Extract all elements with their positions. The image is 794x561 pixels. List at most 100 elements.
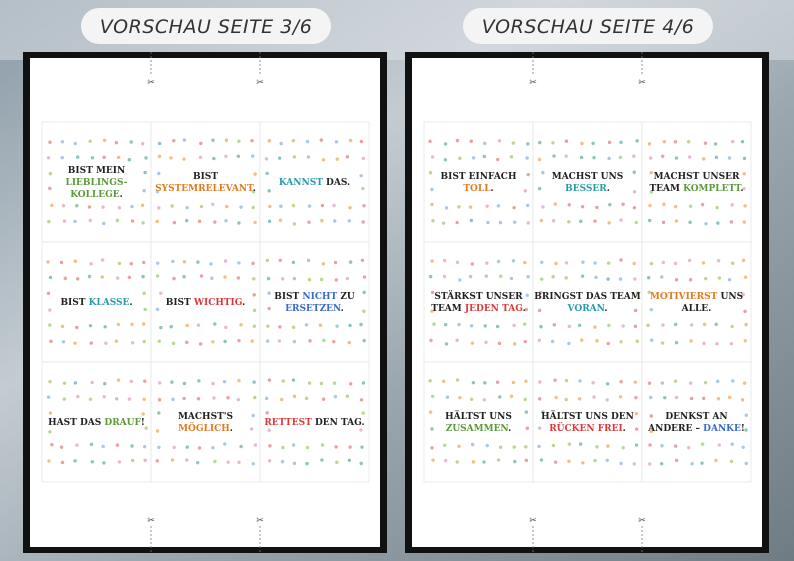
dot: [593, 261, 597, 265]
dot: [485, 261, 489, 265]
dot: [278, 218, 283, 222]
dot: [266, 276, 271, 281]
text-part: BIST: [193, 172, 218, 182]
dot: [498, 445, 503, 449]
dot: [264, 396, 269, 401]
dot: [319, 138, 324, 142]
dot: [484, 340, 488, 345]
dot: [73, 219, 77, 224]
dot: [237, 460, 241, 465]
dot: [157, 154, 162, 159]
text-part: .: [604, 304, 607, 314]
dot: [470, 442, 475, 447]
dot: [581, 461, 585, 465]
dot: [88, 139, 92, 143]
dot: [663, 395, 667, 400]
card-text: ANDERE – DANKE!: [647, 424, 745, 434]
dot: [688, 220, 692, 224]
dot: [171, 397, 175, 402]
card-bg: [423, 361, 534, 483]
dot: [88, 397, 93, 401]
dot: [580, 274, 585, 278]
dot: [359, 428, 363, 432]
dot: [646, 323, 650, 327]
dot: [741, 445, 745, 449]
dot: [742, 381, 747, 385]
dot: [634, 395, 638, 400]
dot: [130, 204, 134, 209]
dot: [267, 306, 271, 311]
dot: [673, 140, 678, 144]
dot: [539, 290, 543, 295]
dot: [117, 261, 122, 266]
dot: [157, 141, 162, 146]
card: HAST DAS DRAUF!: [41, 361, 152, 483]
dot: [143, 170, 147, 175]
dot: [100, 258, 105, 262]
card-text: MACHST UNSER: [654, 172, 740, 182]
dot: [157, 171, 161, 176]
dot: [702, 322, 707, 327]
dot: [73, 459, 77, 463]
dot: [239, 444, 243, 449]
dot: [429, 338, 433, 343]
dot: [115, 218, 120, 223]
dot: [482, 154, 487, 159]
dot: [157, 206, 161, 210]
dot: [541, 205, 545, 209]
dot: [249, 427, 254, 431]
dot: [103, 325, 107, 329]
dot: [348, 260, 353, 264]
dot: [48, 275, 53, 280]
dot: [348, 138, 353, 143]
dot: [252, 324, 257, 328]
dot: [239, 323, 243, 327]
dot: [430, 290, 435, 295]
dot: [252, 293, 256, 297]
dot: [483, 141, 487, 146]
dot: [662, 202, 666, 207]
dot: [268, 204, 272, 209]
dot: [442, 443, 447, 447]
dot: [619, 461, 623, 466]
dot: [251, 261, 255, 266]
dot: [689, 396, 694, 401]
dot: [115, 276, 120, 280]
card-bg: [150, 241, 261, 363]
scissors: ✂: [147, 78, 155, 88]
text-part: DENKST AN: [665, 412, 727, 422]
dot: [267, 459, 272, 463]
dot: [73, 259, 78, 263]
dot: [48, 379, 52, 384]
dot: [130, 458, 135, 463]
dot: [511, 141, 516, 145]
dot: [564, 261, 569, 265]
dot: [362, 338, 366, 343]
dot: [455, 378, 460, 382]
dot: [130, 322, 134, 326]
dot: [687, 258, 692, 263]
dot: [523, 339, 527, 344]
dot: [359, 398, 364, 402]
dot: [278, 325, 282, 329]
dot: [635, 339, 639, 343]
dot: [236, 154, 241, 158]
dot: [117, 460, 122, 464]
dot: [632, 462, 637, 466]
dot: [523, 260, 527, 265]
dot: [690, 461, 694, 466]
text-part: MÖGLICH: [178, 421, 230, 434]
dot: [155, 189, 160, 194]
dot: [199, 204, 204, 209]
dot: [237, 378, 241, 383]
dot: [116, 378, 121, 382]
dot: [700, 442, 705, 446]
dot: [740, 139, 745, 144]
dot: [430, 187, 434, 192]
dot: [195, 460, 200, 465]
dot: [577, 397, 582, 401]
dot: [541, 410, 545, 414]
card-bg: [532, 241, 643, 363]
dot: [632, 190, 637, 194]
dot: [525, 293, 529, 298]
